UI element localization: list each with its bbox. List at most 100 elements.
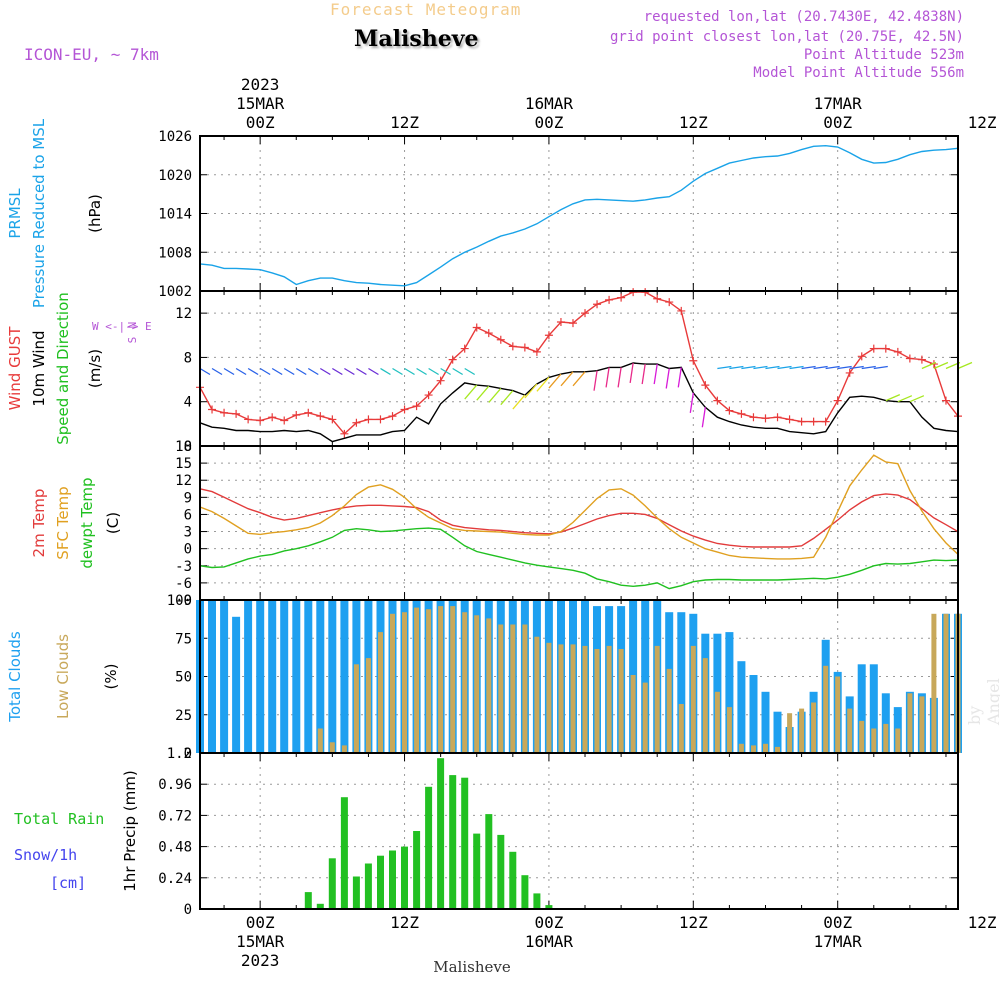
clouds-bar-total-clouds bbox=[292, 600, 301, 753]
bottom-axis-label: 00Z bbox=[823, 913, 852, 932]
wind-series-label: 10m Wind bbox=[30, 330, 48, 406]
precip-bar-total-rain bbox=[340, 797, 348, 909]
wind-direction-arrow bbox=[271, 367, 283, 376]
pressure-ytick-label: 1026 bbox=[158, 129, 192, 145]
clouds-bar-low-clouds bbox=[931, 613, 937, 753]
precip-ytick-label: 0.48 bbox=[158, 840, 192, 856]
temperature-frame bbox=[199, 445, 959, 601]
temperature-line-sfc-temp bbox=[199, 454, 959, 560]
wind-marker-wind-gust bbox=[629, 288, 638, 297]
clouds-ytick-label: 0 bbox=[184, 746, 192, 762]
precip-bar-total-rain bbox=[509, 851, 517, 909]
wind-ytick-label: 0 bbox=[184, 439, 192, 455]
precip-bar-total-rain bbox=[521, 875, 529, 909]
clouds-bar-low-clouds bbox=[594, 649, 600, 753]
precip-snow-label: Snow/1h bbox=[14, 846, 77, 864]
wind-marker-wind-gust bbox=[256, 416, 265, 425]
wind-series-label: Wind GUST bbox=[6, 326, 24, 411]
temperature-ytick-label: -9 bbox=[175, 593, 192, 609]
wind-unit-label: (m/s) bbox=[86, 349, 104, 388]
pressure-unit-label: (hPa) bbox=[86, 194, 104, 233]
clouds-bar-low-clouds bbox=[462, 612, 468, 753]
precip-rain-label: Total Rain bbox=[14, 810, 104, 828]
wind-marker-wind-gust bbox=[460, 344, 469, 353]
wind-marker-wind-gust bbox=[881, 344, 890, 353]
clouds-bar-total-clouds bbox=[737, 661, 746, 753]
wind-direction-arrow bbox=[500, 390, 514, 406]
clouds-bar-total-clouds bbox=[881, 693, 890, 753]
wind-ytick-label: 4 bbox=[184, 395, 192, 411]
wind-marker-wind-gust bbox=[520, 343, 529, 352]
temperature-series-label: dewpt Temp bbox=[78, 477, 96, 568]
wind-direction-arrow bbox=[247, 367, 259, 376]
wind-marker-wind-gust bbox=[328, 415, 337, 424]
wind-direction-arrow bbox=[689, 392, 694, 413]
model-label: ICON-EU, ~ 7km bbox=[24, 45, 159, 64]
clouds-bar-total-clouds bbox=[773, 711, 782, 753]
clouds-bar-low-clouds bbox=[642, 682, 648, 753]
wind-direction-arrow bbox=[741, 365, 756, 370]
precip-bar-total-rain bbox=[389, 850, 396, 909]
precip-frame bbox=[199, 752, 959, 910]
clouds-bar-total-clouds bbox=[677, 612, 686, 753]
bottom-axis-label: 00Z bbox=[534, 913, 563, 932]
wind-marker-wind-gust bbox=[845, 368, 854, 377]
precip-ytick-label: 0.24 bbox=[158, 871, 192, 887]
clouds-bar-total-clouds bbox=[256, 600, 265, 753]
bottom-axis-label: 00Z bbox=[246, 913, 275, 932]
clouds-bar-low-clouds bbox=[943, 613, 949, 753]
wind-marker-wind-gust bbox=[568, 319, 577, 328]
wind-marker-wind-gust bbox=[785, 415, 794, 424]
temperature-ytick-label: -6 bbox=[175, 576, 192, 592]
wind-direction-arrow bbox=[536, 376, 550, 392]
wind-direction-arrow bbox=[641, 363, 646, 385]
wind-panel bbox=[200, 291, 958, 447]
clouds-bar-low-clouds bbox=[438, 606, 444, 753]
temperature-panel bbox=[200, 445, 958, 601]
wind-marker-wind-gust bbox=[376, 415, 385, 424]
temperature-ytick-label: 12 bbox=[175, 473, 192, 489]
wind-direction-arrow bbox=[319, 367, 331, 376]
wind-marker-wind-gust bbox=[268, 413, 277, 422]
precip-unit-label: 1hr Precip (mm) bbox=[121, 770, 139, 891]
precip-cm-label: [cm] bbox=[50, 874, 86, 892]
wind-marker-wind-gust bbox=[496, 335, 505, 344]
wind-direction-arrow bbox=[605, 367, 610, 388]
precip-bar-total-rain bbox=[497, 834, 505, 909]
wind-marker-wind-gust bbox=[400, 405, 409, 414]
precip-bar-total-rain bbox=[304, 892, 312, 909]
clouds-bar-low-clouds bbox=[570, 644, 576, 753]
top-axis-label: 00Z bbox=[246, 113, 275, 132]
clouds-bar-total-clouds bbox=[869, 664, 878, 753]
clouds-bar-low-clouds bbox=[426, 609, 432, 753]
wind-direction-arrow bbox=[921, 361, 937, 370]
top-axis-label: 12Z bbox=[968, 113, 997, 132]
wind-direction-arrow bbox=[801, 365, 816, 370]
temperature-ytick-label: 6 bbox=[184, 507, 192, 523]
wind-marker-wind-gust bbox=[352, 418, 361, 427]
bottom-axis-label: 16MAR bbox=[525, 932, 574, 951]
temperature-ytick-label: 15 bbox=[175, 456, 192, 472]
bottom-axis-label: 2023 bbox=[241, 951, 280, 970]
wind-direction-arrow bbox=[629, 362, 634, 384]
bottom-axis-label: 12Z bbox=[390, 913, 419, 932]
wind-direction-arrow bbox=[593, 370, 598, 391]
clouds-bar-low-clouds bbox=[847, 708, 853, 753]
wind-marker-wind-gust bbox=[641, 288, 650, 297]
wind-compass-we: W <-|-> E bbox=[92, 320, 152, 333]
wind-direction-arrow bbox=[211, 367, 223, 376]
wind-marker-wind-gust bbox=[857, 352, 866, 361]
clouds-bar-low-clouds bbox=[690, 645, 696, 753]
footer-location: Malisheve bbox=[433, 958, 511, 976]
header-supertitle: Forecast Meteogram bbox=[330, 0, 522, 19]
clouds-bar-low-clouds bbox=[630, 675, 636, 753]
clouds-bar-low-clouds bbox=[606, 645, 612, 753]
pressure-series-label: PRMSL bbox=[6, 188, 24, 239]
clouds-bar-total-clouds bbox=[857, 664, 866, 753]
clouds-bar-low-clouds bbox=[654, 645, 660, 753]
wind-line-wind-gust bbox=[199, 291, 959, 435]
wind-marker-wind-gust bbox=[761, 414, 770, 423]
wind-direction-arrow bbox=[885, 394, 901, 402]
clouds-bar-low-clouds bbox=[450, 606, 456, 753]
top-axis-label: 00Z bbox=[823, 113, 852, 132]
